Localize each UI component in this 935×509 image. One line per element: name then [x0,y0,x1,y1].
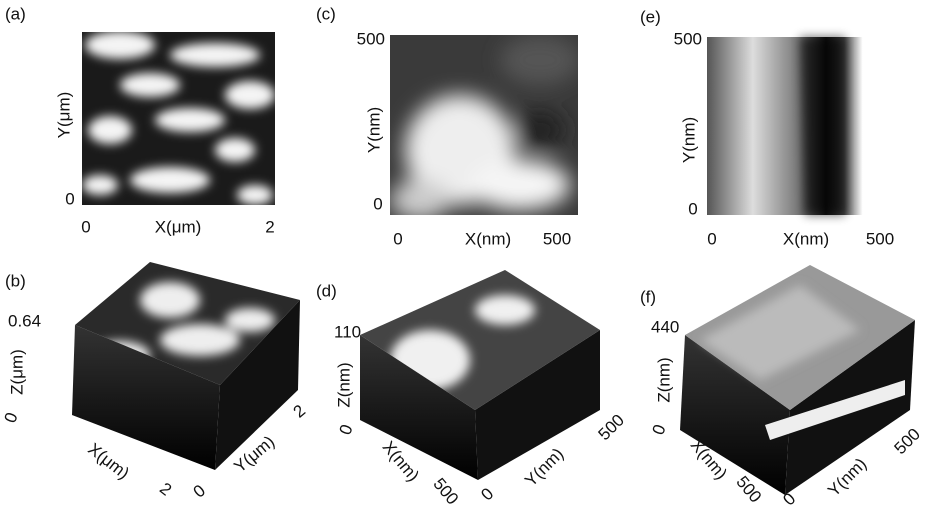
y-tick-label: 0 [373,194,382,213]
y-tick-label: 0 [779,489,799,509]
afm-image-a [82,31,275,205]
x-axis-label: X(nm) [465,229,511,248]
z-tick-label: 440 [651,317,679,336]
panel-label: (e) [640,7,661,26]
x-tick-label: 0 [707,229,716,248]
y-axis-label: Y(nm) [364,107,383,153]
x-tick-label: 500 [543,229,571,248]
x-tick-label: 500 [866,229,894,248]
y-tick-label: 500 [891,425,924,458]
x-axis-label: X(nm) [783,229,829,248]
y-tick-label: 0 [477,484,497,504]
x-axis-label: X(μm) [155,217,202,236]
x-tick-label: 2 [156,479,175,500]
panel-label: (b) [5,271,26,290]
y-tick-label: 500 [357,29,385,48]
y-tick-label: 0 [688,199,697,218]
y-tick-label: 0 [65,189,74,208]
y-axis-label: Y(nm) [679,117,698,163]
x-tick-label: 500 [429,474,462,508]
z-axis-label: Z(μm) [7,349,26,395]
y-tick-label: 500 [674,29,702,48]
z-tick-label: 0 [335,422,356,437]
afm-image-c [390,35,580,220]
x-tick-label: 0 [81,217,90,236]
x-tick-label: 0 [393,229,402,248]
z-tick-label: 110 [334,322,361,341]
x-axis-label: X(μm) [84,439,132,483]
y-tick-label: 2 [290,401,309,422]
figure: (a) Y(μm) 0 0 X(μm) 2 (c) 500 Y(nm) 0 0 … [0,0,935,509]
y-tick-label: 500 [595,411,628,444]
z-axis-label: Z(nm) [654,357,673,402]
panel-label: (c) [316,4,336,23]
y-axis-label: Y(μm) [54,92,73,139]
panel-label: (a) [5,4,26,23]
z-tick-label: 0.64 [8,311,41,330]
afm-image-e [707,37,890,215]
panel-label: (f) [640,287,656,306]
y-tick-label: 0 [190,481,209,502]
z-axis-label: Z(nm) [334,362,353,407]
panel-label: (d) [316,281,337,300]
z-tick-label: 0 [648,422,669,437]
x-tick-label: 2 [265,217,274,236]
z-tick-label: 0 [0,410,21,425]
